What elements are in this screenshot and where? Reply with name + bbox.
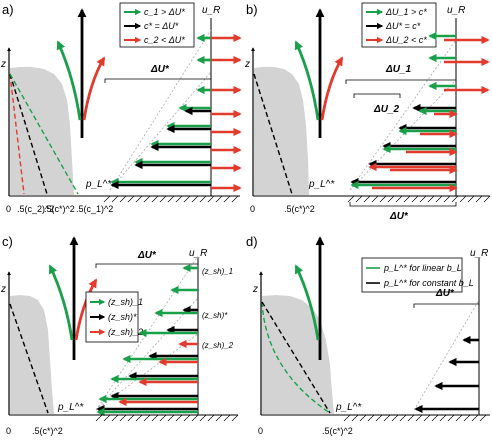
panel-c-z-label: z <box>0 284 6 295</box>
panel-c-annotation: (z_sh)_1 <box>202 267 233 276</box>
panel-b-u-label: u_R <box>447 5 465 16</box>
panel-a-z-label: z <box>0 59 6 70</box>
panel-c-label: c) <box>2 234 13 249</box>
panel-d-arrows <box>414 335 479 414</box>
legend-label: c_1 > ΔU* <box>144 7 185 17</box>
tick-label: 0 <box>6 204 11 214</box>
panel-c: c) z 0 .5(c*)^2 p_L^* (z_sh)_1 (z_sh)* (… <box>0 234 239 436</box>
panel-a-brace <box>104 78 212 83</box>
panel-d-z-label: z <box>252 284 258 295</box>
tick-label: .5(c*)^2 <box>44 204 75 214</box>
panel-a: a) z 0 .5(c_2)^2 .5(c*)^2 .5(c_1)^2 p_L^… <box>0 2 242 214</box>
panel-b-delta1-label: ΔU_1 <box>385 64 411 75</box>
panel-a-u-label: u_R <box>202 5 220 16</box>
tick-label: .5(c_1)^2 <box>76 204 113 214</box>
panel-b-delta2-label: ΔU_2 <box>373 104 399 115</box>
panel-a-dashed-red <box>9 73 25 195</box>
panel-b-label: b) <box>246 2 258 17</box>
panel-c-shaded-region <box>10 295 54 414</box>
legend-label: (z_sh)_2 <box>108 327 143 337</box>
panel-c-red-curve-arrow <box>74 278 98 341</box>
panel-d-dashed-green-curve <box>261 301 331 414</box>
panel-a-red-curve-arrow <box>82 56 106 121</box>
panel-c-dashed-black <box>9 303 49 414</box>
tick-label: .5(c_2)^2 <box>17 204 54 214</box>
panel-b-guide <box>349 39 457 191</box>
legend-label: ΔU* = c* <box>385 21 421 31</box>
panel-d-guide <box>413 299 480 411</box>
panel-b-bottom-label: ΔU* <box>389 211 409 222</box>
tick-label: 0 <box>250 204 255 214</box>
panel-d-dashed-black <box>261 301 331 414</box>
panel-b-legend: ΔU_1 > c* ΔU* = c* ΔU_2 < c* <box>361 2 437 48</box>
legend-label: p_L^* for constant b_L <box>383 278 474 288</box>
panel-a-ground-hatch <box>103 195 239 203</box>
legend-label: ΔU_2 < c* <box>385 35 427 45</box>
panel-a-legend: c_1 > ΔU* c* = ΔU* c_2 < ΔU* <box>119 2 195 48</box>
legend-label: ΔU_1 > c* <box>385 7 427 17</box>
panel-b-dashed-black <box>253 73 293 195</box>
panel-a-guide <box>109 71 212 191</box>
panel-a-guide <box>109 29 212 191</box>
panel-a-green-curve-arrow <box>56 40 82 121</box>
panel-c-delta-label: ΔU* <box>137 250 157 261</box>
panel-c-annotation: (z_sh)_2 <box>202 341 234 350</box>
panel-b-arrows-left <box>350 31 456 190</box>
panel-c-p-label: p_L^* <box>57 402 84 413</box>
panel-b-shaded-region <box>254 67 309 195</box>
tick-label: .5(c*)^2 <box>284 204 315 214</box>
panel-c-arrows <box>96 263 198 417</box>
panel-b-brace-1 <box>345 79 457 84</box>
panel-d-label: d) <box>246 234 258 249</box>
panel-a-arrows-right <box>211 33 242 193</box>
panel-b-brace-2 <box>353 93 401 98</box>
panel-a-arrows-left <box>110 33 211 190</box>
panel-b-ground-hatch <box>347 195 491 203</box>
tick-label: 0 <box>6 426 11 436</box>
panel-c-guide <box>95 297 199 411</box>
panel-b-z-label: z <box>244 59 250 70</box>
panel-d-brace <box>413 303 480 308</box>
panel-d-ticks: 0 .5(c*)^2 <box>258 426 353 436</box>
panel-b-red-curve-arrow <box>320 56 344 121</box>
panel-a-dashed-black <box>9 73 48 195</box>
panel-c-ground-hatch <box>95 414 239 422</box>
legend-label: (z_sh)* <box>108 312 137 322</box>
panel-d-legend: p_L^* for linear b_L p_L^* for constant … <box>361 257 474 293</box>
legend-label: c* = ΔU* <box>144 21 179 31</box>
panel-b-bottom-brace <box>349 202 457 207</box>
panel-d-p-label: p_L^* <box>335 402 362 413</box>
tick-label: .5(c*)^2 <box>322 426 353 436</box>
tick-label: 0 <box>258 426 263 436</box>
panel-d-u-label: u_R <box>470 248 488 259</box>
legend-label: p_L^* for linear b_L <box>383 263 462 273</box>
tick-label: .5(c*)^2 <box>32 426 63 436</box>
panel-c-annotation: (z_sh)* <box>202 311 228 320</box>
panel-b: b) z 0 .5(c*)^2 p_L^* ΔU_1 > c* ΔU* = c*… <box>244 2 491 222</box>
panel-a-dashed-green <box>9 73 79 195</box>
panel-b-green-curve-arrow <box>294 40 320 121</box>
panel-d-delta-label: ΔU* <box>435 288 455 299</box>
panel-b-arrows-red <box>372 35 490 193</box>
panel-d-ground-hatch <box>343 414 487 422</box>
panel-a-ticks: 0 .5(c_2)^2 .5(c*)^2 .5(c_1)^2 <box>6 204 113 214</box>
legend-label: c_2 < ΔU* <box>144 35 185 45</box>
panel-b-ticks: 0 .5(c*)^2 <box>250 204 315 214</box>
panel-d-green-curve-arrow <box>294 264 320 341</box>
panel-b-p-label: p_L^* <box>308 179 335 190</box>
panel-d: d) z 0 .5(c*)^2 p_L^* p_L^* for linear b… <box>246 234 490 436</box>
panel-c-brace <box>95 263 199 268</box>
panel-c-u-label: u_R <box>189 248 207 259</box>
panel-c-green-curve-arrow <box>48 264 74 341</box>
legend-label: (z_sh)_1 <box>108 297 143 307</box>
panel-a-delta-label: ΔU* <box>150 64 170 75</box>
panel-d-shaded-region <box>262 295 334 414</box>
panel-c-ticks: 0 .5(c*)^2 <box>6 426 63 436</box>
panel-a-p-label: p_L^* <box>85 179 112 190</box>
panel-c-legend: (z_sh)_1 (z_sh)* (z_sh)_2 <box>85 291 143 343</box>
panel-a-label: a) <box>2 2 14 17</box>
